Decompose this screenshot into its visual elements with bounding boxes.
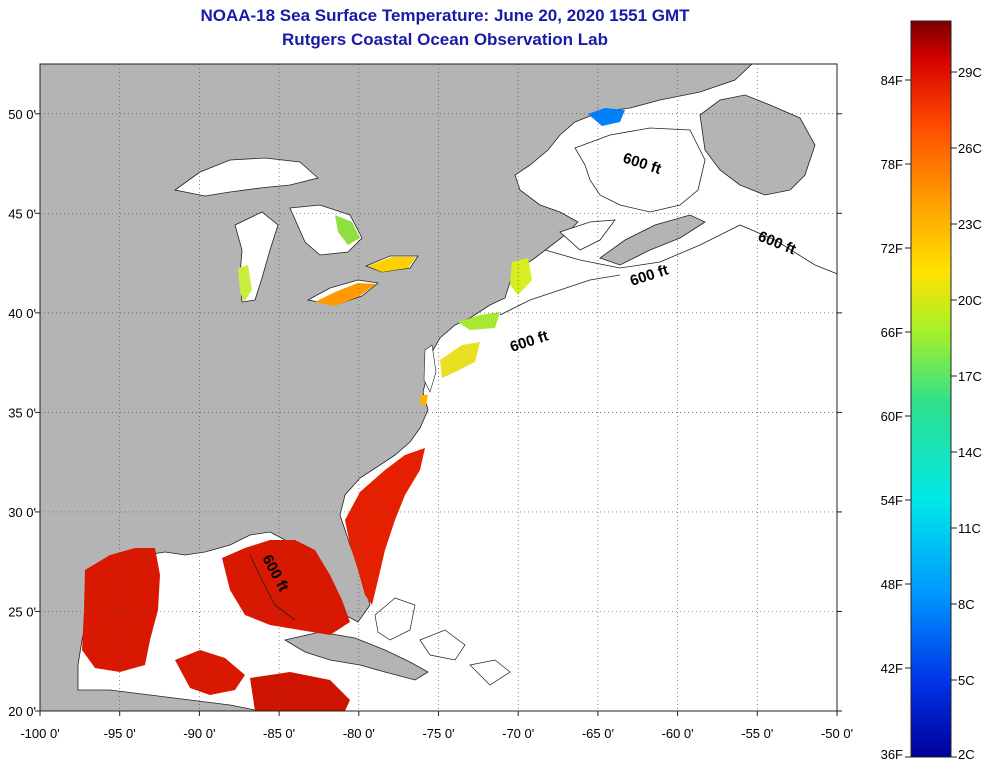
lon-tick-label: -65 0' [582,726,614,741]
lat-tick-label: 30 0' [8,505,36,520]
colorbar-f-label: 84F [881,73,903,88]
colorbar-f-label: 78F [881,157,903,172]
lat-tick-label: 20 0' [8,704,36,719]
isobath-gulf [249,554,296,621]
lat-tick-label: 45 0' [8,206,36,221]
colorbar-c-label: 17C [958,369,982,384]
colorbar-f-label: 66F [881,325,903,340]
colorbar-f-label: 54F [881,493,903,508]
colorbar-c-label: 20C [958,293,982,308]
lat-tick-label: 40 0' [8,306,36,321]
sst-lake-michigan [238,265,252,302]
lat-tick-label: 50 0' [8,107,36,122]
sst-bay-of-campeche [175,650,245,695]
bahamas-banks [374,597,511,686]
sst-st-lawrence [588,108,625,126]
lon-tick-label: -75 0' [422,726,454,741]
lon-tick-label: -55 0' [741,726,773,741]
sst-mid-atlantic [440,342,480,378]
sst-lake-huron [335,215,360,245]
lon-tick-label: -100 0' [20,726,59,741]
colorbar-f-label: 72F [881,241,903,256]
colorbar-f-label: 60F [881,409,903,424]
sst-gulf-west [82,548,160,672]
map-subtitle: Rutgers Coastal Ocean Observation Lab [282,30,608,49]
colorbar-celsius-labels: 29C 26C 23C 20C 17C 14C 11C 8C 5C 2C [951,65,982,762]
colorbar [910,20,952,758]
sst-long-island [458,312,500,330]
sst-caribbean [250,672,350,711]
colorbar-fahrenheit-labels: 84F 78F 72F 66F 60F 54F 48F 42F 36F [881,73,911,762]
lake-superior [174,157,319,197]
land-nova-scotia [599,214,706,266]
colorbar-c-label: 23C [958,217,982,232]
lon-tick-label: -50 0' [821,726,853,741]
lon-tick-label: -70 0' [502,726,534,741]
gulf-st-lawrence [574,127,706,213]
bay-of-fundy [559,219,616,251]
isobath-atlantic [499,274,621,316]
colorbar-c-label: 11C [958,521,981,536]
colorbar-f-label: 36F [881,747,903,762]
lon-tick-label: -90 0' [183,726,215,741]
lake-huron [289,204,363,256]
colorbar-f-label: 42F [881,661,903,676]
sst-southeast-coast [345,448,425,605]
sst-lake-ontario [368,257,416,272]
latitude-axis: 50 0' 45 0' 40 0' 35 0' 30 0' 25 0' 20 0' [8,107,842,719]
longitude-axis: -100 0' -95 0' -90 0' -85 0' -80 0' -75 0' -70… [20,711,853,741]
lon-tick-label: -95 0' [104,726,136,741]
land-cuba [283,631,429,681]
lat-tick-label: 35 0' [8,405,36,420]
lon-tick-label: -80 0' [343,726,375,741]
colorbar-c-label: 14C [958,445,982,460]
lon-tick-label: -60 0' [662,726,694,741]
lon-tick-label: -85 0' [263,726,295,741]
colorbar-f-label: 48F [881,577,903,592]
sst-chesapeake-shelf [420,395,428,405]
sst-lake-erie [315,283,376,306]
chesapeake-bay [423,344,437,393]
colorbar-c-label: 29C [958,65,982,80]
isobath-north [544,224,837,275]
colorbar-c-label: 8C [958,597,975,612]
map-grid [40,64,837,711]
sst-gulf-of-maine [510,258,532,295]
colorbar-c-label: 2C [958,747,975,762]
colorbar-c-label: 5C [958,673,975,688]
map-title: NOAA-18 Sea Surface Temperature: June 20… [200,6,690,25]
colorbar-c-label: 26C [958,141,982,156]
lat-tick-label: 25 0' [8,604,36,619]
